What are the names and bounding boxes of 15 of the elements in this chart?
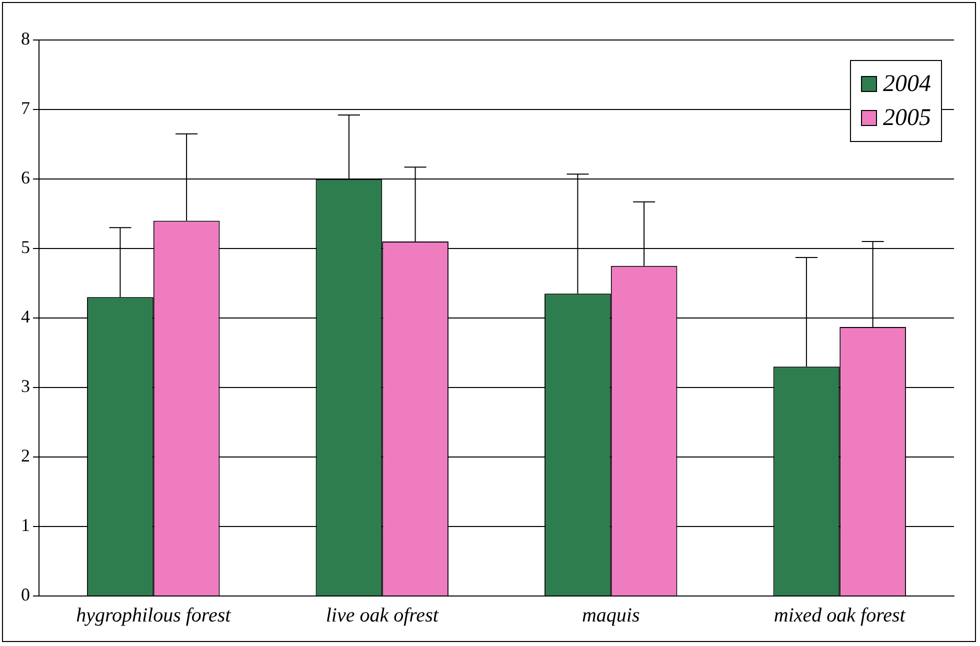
y-tick-label: 6 xyxy=(21,168,30,188)
x-tick-label: live oak ofrest xyxy=(326,604,439,626)
x-tick-label: hygrophilous forest xyxy=(76,604,232,626)
y-tick-label: 3 xyxy=(21,376,30,396)
legend-label: 2004 xyxy=(883,70,931,99)
y-tick-label: 8 xyxy=(21,28,30,49)
y-tick-label: 4 xyxy=(21,306,30,327)
y-tick-label: 5 xyxy=(21,237,30,258)
legend-label: 2005 xyxy=(883,104,931,133)
x-tick-label: maquis xyxy=(582,604,640,626)
y-tick-label: 1 xyxy=(21,515,30,536)
x-tick-label: mixed oak forest xyxy=(774,604,906,626)
y-tick-label: 7 xyxy=(21,98,30,118)
y-tick-label: 0 xyxy=(21,584,30,605)
y-tick-label: 2 xyxy=(21,446,30,466)
